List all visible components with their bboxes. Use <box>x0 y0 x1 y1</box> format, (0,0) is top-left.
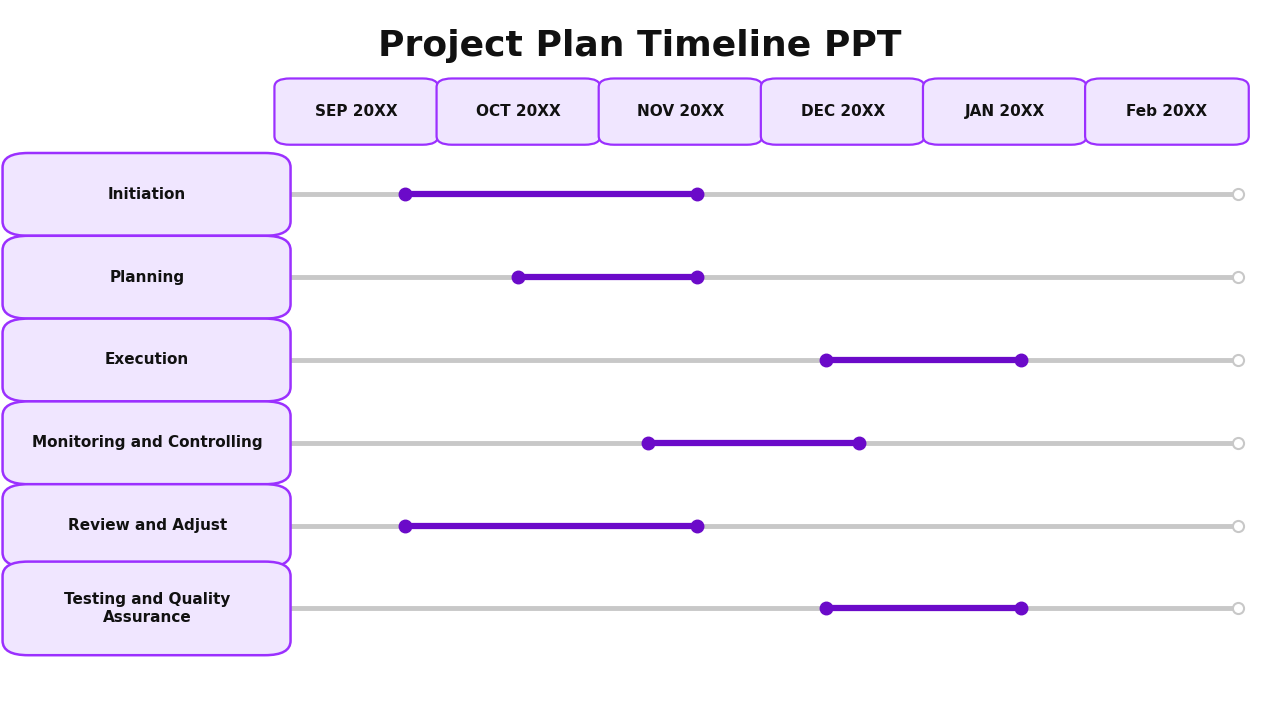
FancyBboxPatch shape <box>3 318 291 401</box>
Text: Review and Adjust: Review and Adjust <box>68 518 227 533</box>
FancyBboxPatch shape <box>436 78 600 145</box>
Text: DEC 20XX: DEC 20XX <box>800 104 884 119</box>
FancyBboxPatch shape <box>760 78 924 145</box>
Text: Execution: Execution <box>105 353 189 367</box>
FancyBboxPatch shape <box>3 153 291 236</box>
Text: SEP 20XX: SEP 20XX <box>315 104 398 119</box>
Text: NOV 20XX: NOV 20XX <box>637 104 724 119</box>
Text: OCT 20XX: OCT 20XX <box>476 104 561 119</box>
Text: Project Plan Timeline PPT: Project Plan Timeline PPT <box>379 29 901 63</box>
Text: Planning: Planning <box>110 270 184 284</box>
Text: Testing and Quality
Assurance: Testing and Quality Assurance <box>64 592 230 625</box>
FancyBboxPatch shape <box>274 78 438 145</box>
FancyBboxPatch shape <box>3 402 291 484</box>
FancyBboxPatch shape <box>3 236 291 318</box>
FancyBboxPatch shape <box>3 562 291 655</box>
Text: Monitoring and Controlling: Monitoring and Controlling <box>32 436 262 450</box>
FancyBboxPatch shape <box>599 78 763 145</box>
Text: Feb 20XX: Feb 20XX <box>1126 104 1207 119</box>
Text: Initiation: Initiation <box>108 187 187 202</box>
Text: JAN 20XX: JAN 20XX <box>965 104 1044 119</box>
FancyBboxPatch shape <box>3 484 291 567</box>
FancyBboxPatch shape <box>1085 78 1249 145</box>
FancyBboxPatch shape <box>923 78 1087 145</box>
